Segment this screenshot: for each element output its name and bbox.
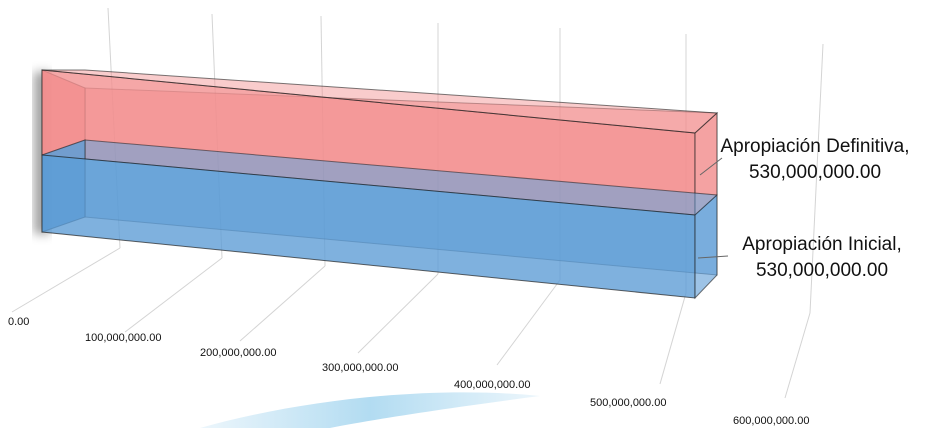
x-tick-label: 600,000,000.00 [733,415,809,427]
tick-labels: 0.00 100,000,000.00 200,000,000.00 300,000,… [8,316,809,427]
x-tick-label: 0.00 [8,316,29,328]
floor-gridline [784,312,811,399]
data-label-name: Apropiación Definitiva, [720,136,909,157]
data-label-leader [699,157,723,176]
floor-gridline [124,257,223,333]
bar-top-face [41,69,719,134]
x-tick-label: 400,000,000.00 [454,379,530,391]
floor-gridline [239,265,326,342]
floor-gridline [659,292,687,385]
floor-gridline [357,273,439,354]
x-tick-label: 500,000,000.00 [590,397,666,409]
data-label-value: 530,000,000.00 [749,162,881,183]
data-label-leader [697,255,729,259]
data-label-name: Apropiación Inicial, [742,234,901,255]
bar-right-cap [694,193,718,300]
x-tick-label: 200,000,000.00 [200,347,276,359]
decorative-swoosh [200,392,540,428]
wall-gridline [809,43,824,314]
data-label-value: 530,000,000.00 [756,260,888,281]
floor-gridline [496,279,561,366]
x-tick-label: 300,000,000.00 [322,362,398,374]
data-labels: Apropiación Definitiva, 530,000,000.00 Apr… [697,136,910,281]
floor-gridline [11,247,121,313]
x-tick-label: 100,000,000.00 [85,332,161,344]
bar-layer [34,69,719,300]
